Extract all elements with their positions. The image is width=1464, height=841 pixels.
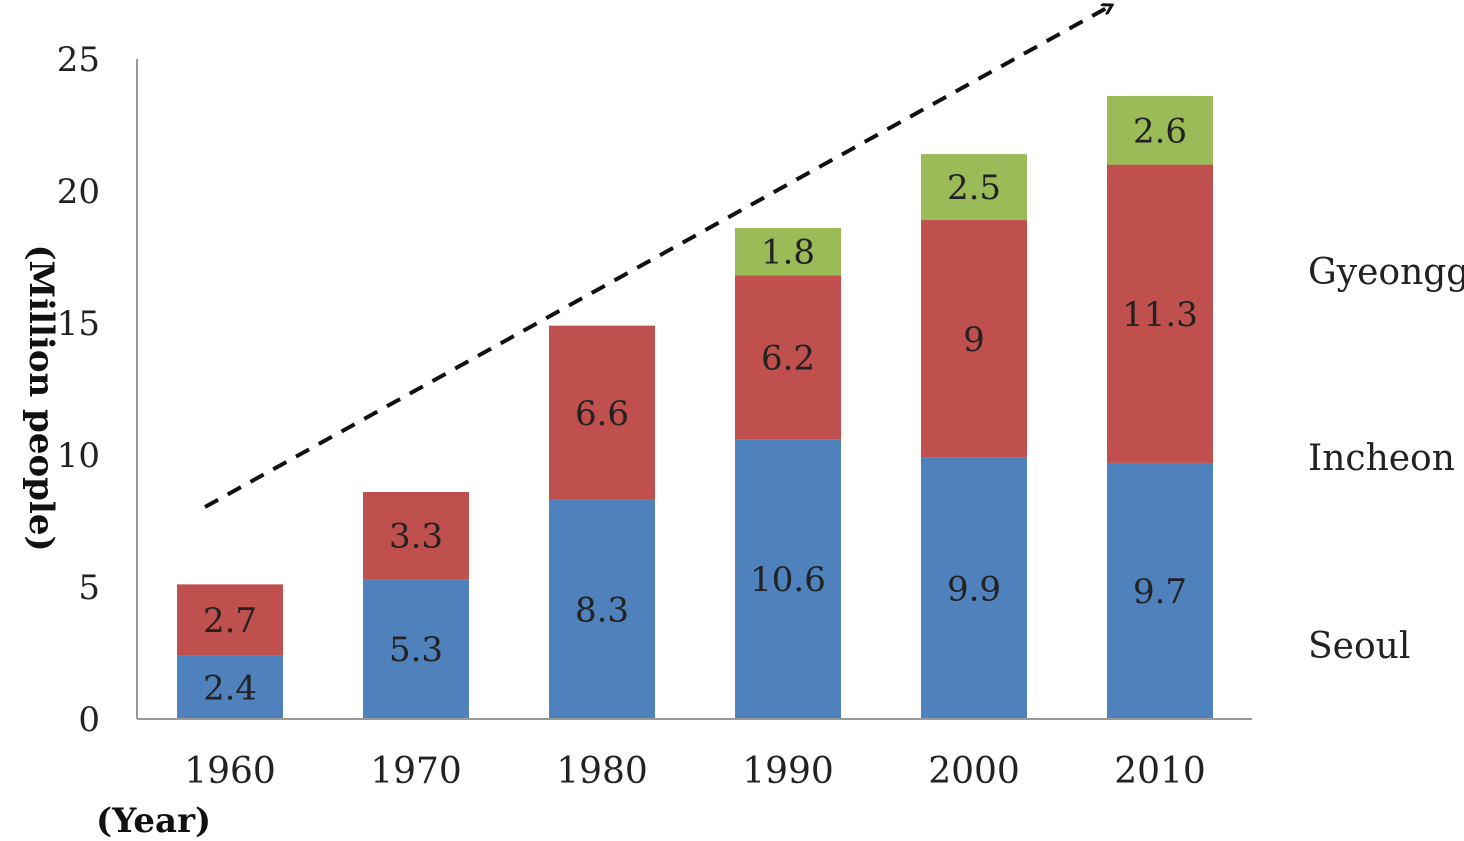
data-label-incheon-1990: 6.2	[761, 338, 815, 378]
y-tick-label: 20	[57, 172, 100, 212]
y-tick-label: 10	[57, 436, 100, 476]
bar-segment-gyeonggi-2010	[1107, 95, 1213, 165]
y-tick-label: 5	[78, 568, 100, 608]
bar-segment-incheon-1980	[549, 325, 655, 500]
bar-segment-seoul-1980	[549, 499, 655, 719]
x-tick-label-1970: 1970	[370, 751, 462, 792]
y-tick-label: 25	[57, 40, 100, 80]
y-tick-label: 15	[57, 304, 100, 344]
y-tick-labels-group: 0 5 10 15 20 25	[57, 40, 100, 740]
bar-segment-gyeonggi-1990	[735, 227, 841, 276]
segment-labels-group: 2.4 2.7 5.3 3.3 8.3 6.6 10.6 6.2 1.8 9.9 9 2.5 9.7 11…	[203, 111, 1198, 708]
x-tick-label-1960: 1960	[184, 751, 276, 792]
data-label-incheon-2010: 11.3	[1122, 295, 1198, 335]
data-label-seoul-1960: 2.4	[203, 668, 257, 708]
data-label-incheon-1980: 6.6	[575, 394, 629, 434]
bars-group	[177, 95, 1213, 719]
x-tick-label-1980: 1980	[556, 751, 648, 792]
x-tick-label-1990: 1990	[742, 751, 834, 792]
bar-segment-incheon-2000	[921, 220, 1027, 458]
x-tick-label-2000: 2000	[928, 751, 1020, 792]
trend-arrow	[204, 5, 1112, 509]
data-label-seoul-2010: 9.7	[1133, 572, 1187, 612]
bar-segment-incheon-2010	[1107, 164, 1213, 463]
data-label-gyeonggi-2010: 2.6	[1133, 111, 1187, 151]
data-label-incheon-2000: 9	[963, 320, 985, 360]
y-tick-label: 0	[78, 700, 100, 740]
bar-segment-seoul-1970	[363, 579, 469, 719]
data-label-incheon-1970: 3.3	[389, 517, 443, 557]
bar-segment-incheon-1960	[177, 584, 283, 656]
legend-entry-incheon: Incheon	[1308, 438, 1455, 479]
bar-segment-incheon-1990	[735, 275, 841, 440]
legend-entry-seoul: Seoul	[1308, 626, 1410, 667]
bar-segment-seoul-1990	[735, 439, 841, 719]
bar-segment-seoul-2010	[1107, 462, 1213, 719]
x-tick-label-2010: 2010	[1114, 751, 1206, 792]
data-label-incheon-1960: 2.7	[203, 601, 257, 641]
bar-segment-gyeonggi-2000	[921, 154, 1027, 221]
data-label-seoul-1990: 10.6	[750, 560, 826, 600]
bar-segment-seoul-2000	[921, 457, 1027, 719]
data-label-seoul-2000: 9.9	[947, 569, 1001, 609]
y-axis-title: (Million people)	[21, 244, 61, 551]
data-label-seoul-1970: 5.3	[389, 630, 443, 670]
x-tick-labels-group: 1960 1970 1980 1990 2000 2010	[184, 751, 1206, 792]
data-label-gyeonggi-1990: 1.8	[761, 233, 815, 273]
data-label-gyeonggi-2000: 2.5	[947, 168, 1001, 208]
legend-entry-gyeonggi: Gyeonggi	[1308, 252, 1464, 293]
data-label-seoul-1980: 8.3	[575, 590, 629, 630]
x-axis-title: (Year)	[96, 801, 211, 841]
axes-group	[136, 59, 1252, 720]
legend-group: Seoul Incheon Gyeonggi	[1308, 252, 1464, 667]
bar-segment-incheon-1970	[363, 491, 469, 580]
bar-segment-seoul-1960	[177, 655, 283, 719]
